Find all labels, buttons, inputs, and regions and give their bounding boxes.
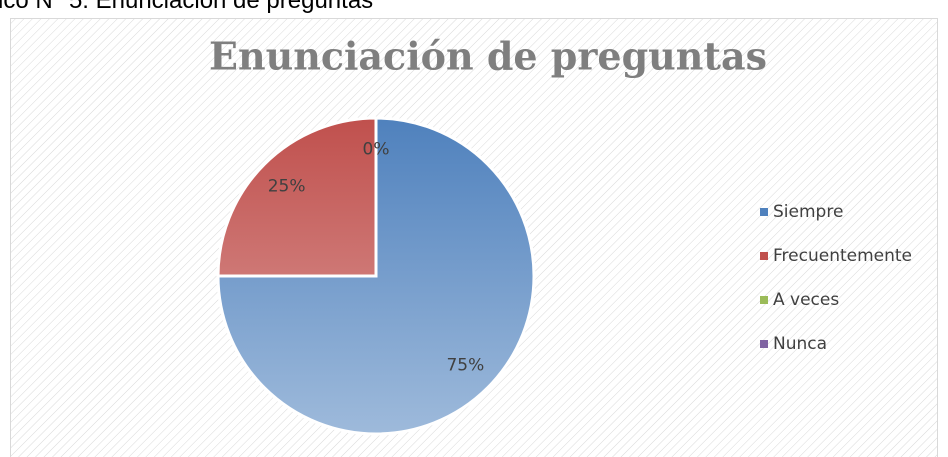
data-label: 0% — [363, 140, 390, 160]
data-label: 75% — [446, 355, 484, 375]
legend-swatch — [760, 252, 768, 260]
legend-label: Nunca — [773, 334, 827, 354]
data-label: 25% — [268, 177, 306, 197]
pie-slice — [216, 116, 378, 278]
chart-title: Enunciación de preguntas — [209, 34, 767, 79]
legend-swatch — [760, 208, 768, 216]
legend-label: Siempre — [773, 202, 843, 222]
legend-label: Frecuentemente — [773, 246, 912, 266]
legend-label: A veces — [773, 290, 839, 310]
legend-swatch — [760, 296, 768, 304]
legend-swatch — [760, 340, 768, 348]
caption: ico N° 5: Enunciación de preguntas — [0, 0, 373, 14]
